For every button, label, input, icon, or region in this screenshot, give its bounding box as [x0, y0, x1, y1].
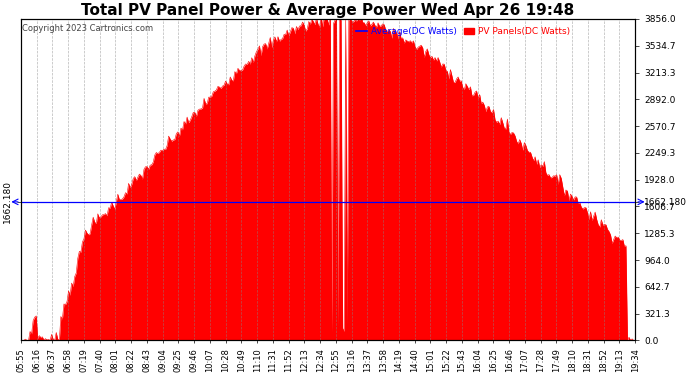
Title: Total PV Panel Power & Average Power Wed Apr 26 19:48: Total PV Panel Power & Average Power Wed…: [81, 3, 575, 18]
Legend: Average(DC Watts), PV Panels(DC Watts): Average(DC Watts), PV Panels(DC Watts): [353, 24, 574, 40]
Text: Copyright 2023 Cartronics.com: Copyright 2023 Cartronics.com: [22, 24, 153, 33]
